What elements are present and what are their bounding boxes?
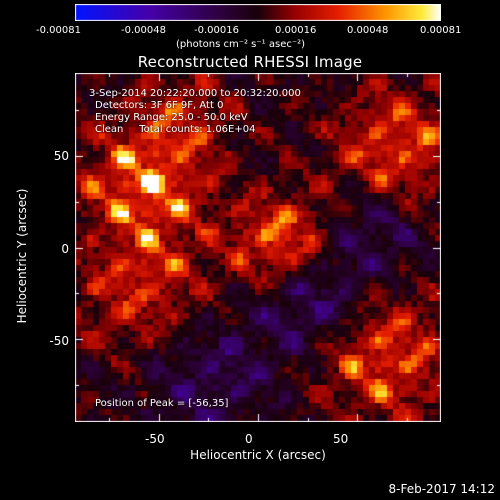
- colorbar-tick-label: -0.00048: [121, 25, 166, 36]
- plot-timestamp: 8-Feb-2017 14:12: [388, 482, 495, 496]
- energy-range-annotation: Energy Range: 25.0 - 50.0 keV: [95, 112, 248, 123]
- x-axis-label: Heliocentric X (arcsec): [190, 448, 326, 462]
- y-tick-label: 50: [53, 149, 69, 163]
- time-range-annotation: 3-Sep-2014 20:22:20.000 to 20:32:20.000: [89, 88, 301, 99]
- colorbar-tick-label: 0.00048: [347, 25, 389, 36]
- chart-title: Reconstructed RHESSI Image: [137, 53, 363, 71]
- y-tick-label: 0: [61, 242, 69, 256]
- colorbar-tick-label: 0.00081: [420, 25, 462, 36]
- clean-total-counts-annotation: Clean Total counts: 1.06E+04: [95, 124, 256, 135]
- colorbar: [75, 4, 441, 21]
- colorbar-tick-label: -0.00081: [36, 25, 81, 36]
- colorbar-tick-label: -0.00016: [194, 25, 239, 36]
- peak-position-annotation: Position of Peak = [-56,35]: [95, 398, 229, 409]
- x-tick-label: -50: [145, 432, 165, 446]
- y-tick-label: -50: [49, 334, 69, 348]
- y-axis-label: Heliocentric Y (arcsec): [15, 188, 29, 324]
- colorbar-tick-label: 0.00016: [275, 25, 317, 36]
- heatmap-image: [75, 73, 441, 422]
- colorbar-unit-label: (photons cm⁻² s⁻¹ asec⁻²): [176, 39, 306, 50]
- x-tick-label: 50: [333, 432, 349, 446]
- x-tick-label: 0: [245, 432, 253, 446]
- detectors-annotation: Detectors: 3F 6F 9F, Att 0: [95, 100, 224, 111]
